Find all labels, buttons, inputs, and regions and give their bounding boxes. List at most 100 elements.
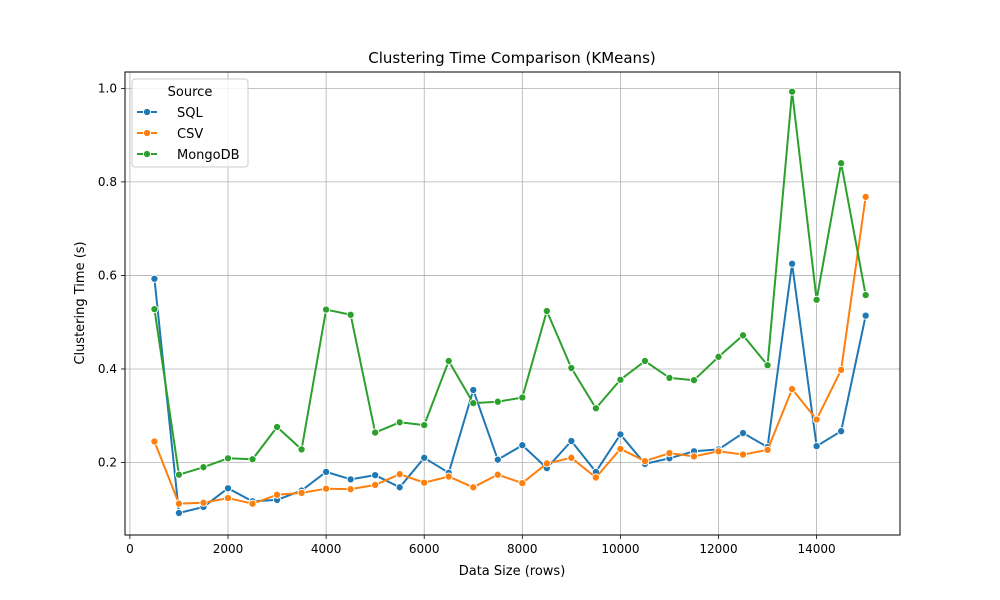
data-point-csv <box>763 445 772 454</box>
data-point-mongodb <box>861 291 870 300</box>
data-point-sql <box>567 436 576 446</box>
data-point-mongodb <box>223 454 233 463</box>
data-point-mongodb <box>420 421 429 430</box>
y-axis-label: Clustering Time (s) <box>73 241 88 364</box>
data-point-mongodb <box>174 470 184 479</box>
data-point-csv <box>542 459 551 468</box>
data-point-csv <box>322 484 331 493</box>
data-point-csv <box>861 192 870 201</box>
data-point-csv <box>640 457 649 466</box>
legend-label-sql: SQL <box>177 106 203 121</box>
data-point-csv <box>616 444 625 453</box>
data-point-csv <box>469 483 478 492</box>
data-point-csv <box>371 480 380 490</box>
data-point-mongodb <box>763 361 772 370</box>
data-point-csv <box>837 365 846 374</box>
data-point-sql <box>616 430 625 439</box>
legend-item-mongodb: MongoDB <box>137 148 240 163</box>
data-point-sql <box>223 484 233 493</box>
x-tick-label: 2000 <box>213 542 244 556</box>
data-point-csv <box>420 478 429 487</box>
data-point-mongodb <box>248 455 257 464</box>
x-axis: 0 2000 4000 6000 8000 10000 12000 14000 <box>126 535 836 556</box>
x-tick-label: 12000 <box>699 542 737 556</box>
series-csv <box>150 192 870 508</box>
data-point-sql <box>738 428 748 438</box>
data-point-sql <box>812 442 821 451</box>
x-axis-label: Data Size (rows) <box>459 564 566 579</box>
data-point-sql <box>371 471 380 480</box>
data-point-mongodb <box>640 356 649 366</box>
data-point-mongodb <box>371 428 380 437</box>
data-point-csv <box>714 447 723 456</box>
data-point-csv <box>738 450 748 459</box>
data-point-csv <box>150 437 159 446</box>
data-point-csv <box>689 452 699 461</box>
data-point-mongodb <box>322 305 331 314</box>
data-point-sql <box>469 385 478 395</box>
data-point-csv <box>174 499 184 508</box>
series-line-csv <box>153 196 867 505</box>
y-tick-label: 0.4 <box>98 362 117 376</box>
series-mongodb <box>150 87 870 479</box>
data-point-mongodb <box>738 331 748 340</box>
data-point-mongodb <box>395 418 404 427</box>
data-point-sql <box>346 475 355 484</box>
data-point-mongodb <box>689 376 699 385</box>
legend-marker-csv <box>142 128 152 138</box>
x-tick-label: 4000 <box>311 542 342 556</box>
series-layer <box>150 87 870 518</box>
x-tick-label: 10000 <box>601 542 639 556</box>
data-point-csv <box>395 470 404 479</box>
data-point-csv <box>297 488 306 497</box>
plot-area-frame <box>124 71 901 536</box>
y-tick-label: 0.2 <box>98 456 117 470</box>
data-point-csv <box>199 498 208 507</box>
x-tick-label: 6000 <box>409 542 440 556</box>
data-point-csv <box>518 479 527 488</box>
legend-item-sql: SQL <box>137 106 203 121</box>
data-point-sql <box>861 311 870 320</box>
data-point-sql <box>150 274 159 283</box>
data-point-mongodb <box>493 397 502 406</box>
chart-title: Clustering Time Comparison (KMeans) <box>368 49 655 67</box>
y-tick-label: 0.6 <box>98 268 117 282</box>
y-tick-label: 0.8 <box>98 175 117 189</box>
data-point-mongodb <box>199 463 208 472</box>
legend-marker-sql <box>142 107 152 117</box>
data-point-mongodb <box>542 306 551 316</box>
legend-label-mongodb: MongoDB <box>177 148 240 163</box>
data-point-sql <box>322 467 331 476</box>
data-point-mongodb <box>297 445 306 454</box>
legend-marker-mongodb <box>142 149 152 159</box>
data-point-csv <box>591 473 600 482</box>
data-point-mongodb <box>616 375 625 384</box>
data-point-csv <box>493 470 502 479</box>
series-line-mongodb <box>153 90 867 476</box>
x-tick-label: 0 <box>126 542 134 556</box>
y-axis: 0.2 0.4 0.6 0.8 1.0 <box>98 81 125 470</box>
data-point-sql <box>174 508 184 518</box>
data-point-csv <box>248 499 257 508</box>
x-tick-label: 14000 <box>798 542 836 556</box>
data-point-mongodb <box>837 159 846 168</box>
data-point-sql <box>493 455 502 464</box>
data-point-sql <box>837 427 846 436</box>
x-tick-label: 8000 <box>507 542 538 556</box>
series-line-sql <box>153 262 867 515</box>
data-point-sql <box>420 453 429 462</box>
data-point-mongodb <box>812 295 821 304</box>
data-point-csv <box>273 490 282 499</box>
legend-item-csv: CSV <box>137 127 203 142</box>
data-point-mongodb <box>469 399 478 408</box>
data-point-mongodb <box>714 352 723 361</box>
data-point-mongodb <box>665 373 674 382</box>
data-point-mongodb <box>346 310 355 319</box>
legend: Source SQL CSV MongoDB <box>131 78 249 168</box>
data-point-csv <box>346 485 355 494</box>
data-point-sql <box>395 483 404 492</box>
data-point-csv <box>812 415 821 424</box>
legend-label-csv: CSV <box>177 127 203 142</box>
data-point-csv <box>444 472 453 481</box>
data-point-mongodb <box>444 356 453 366</box>
